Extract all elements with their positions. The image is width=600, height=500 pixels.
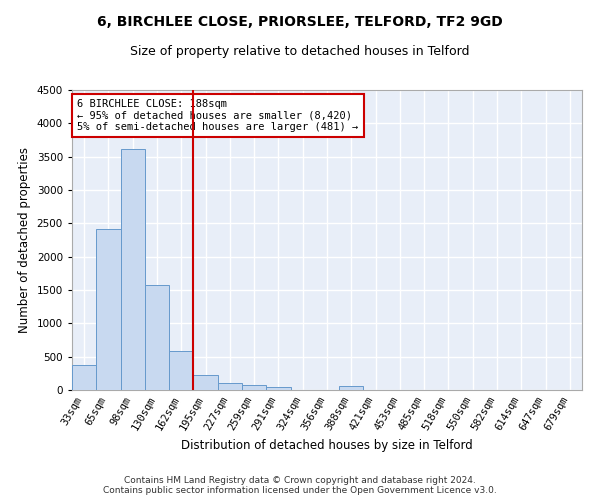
Y-axis label: Number of detached properties: Number of detached properties xyxy=(18,147,31,333)
Bar xyxy=(218,383,242,390)
Text: 6 BIRCHLEE CLOSE: 188sqm
← 95% of detached houses are smaller (8,420)
5% of semi: 6 BIRCHLEE CLOSE: 188sqm ← 95% of detach… xyxy=(77,99,358,132)
Bar xyxy=(96,228,121,390)
Bar xyxy=(339,386,364,390)
Bar xyxy=(169,350,193,390)
Bar xyxy=(121,148,145,390)
Text: Contains HM Land Registry data © Crown copyright and database right 2024.
Contai: Contains HM Land Registry data © Crown c… xyxy=(103,476,497,495)
Bar xyxy=(242,386,266,390)
Bar xyxy=(266,387,290,390)
X-axis label: Distribution of detached houses by size in Telford: Distribution of detached houses by size … xyxy=(181,440,473,452)
Bar xyxy=(145,284,169,390)
Bar xyxy=(193,374,218,390)
Bar xyxy=(72,366,96,390)
Text: 6, BIRCHLEE CLOSE, PRIORSLEE, TELFORD, TF2 9GD: 6, BIRCHLEE CLOSE, PRIORSLEE, TELFORD, T… xyxy=(97,15,503,29)
Text: Size of property relative to detached houses in Telford: Size of property relative to detached ho… xyxy=(130,45,470,58)
